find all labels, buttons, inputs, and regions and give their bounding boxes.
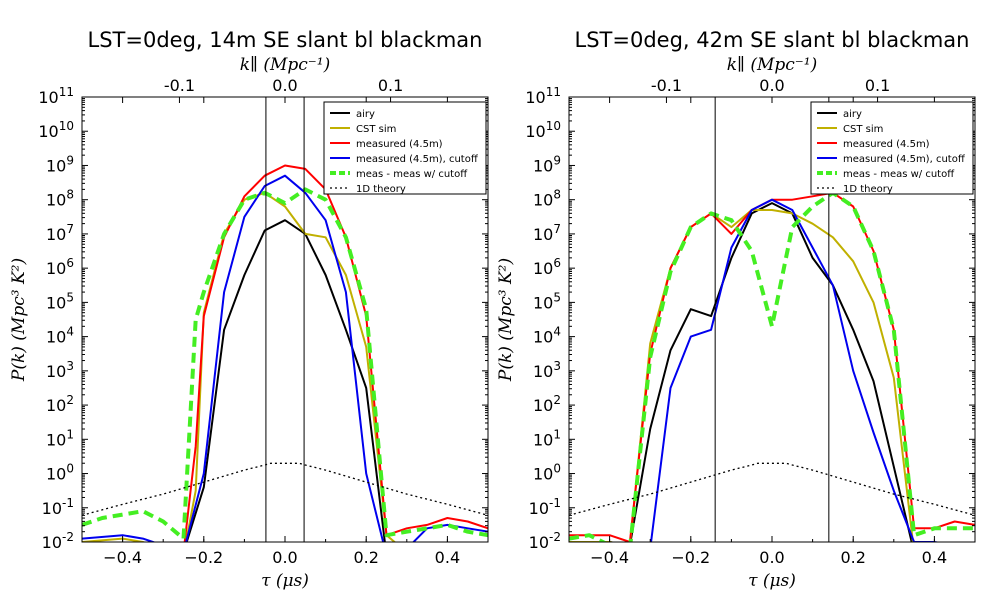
x-tick-label: 0.4 bbox=[435, 548, 460, 567]
legend-label: airy bbox=[356, 109, 375, 120]
series-line-1 bbox=[185, 219, 386, 542]
top-tick-label: 0.1 bbox=[378, 76, 403, 95]
series-line-2 bbox=[569, 209, 914, 542]
legend: airy CST sim measured (4.5m) measured (4.5m… bbox=[323, 101, 487, 195]
series-line-5 bbox=[82, 187, 488, 541]
top-tick-label: -0.1 bbox=[164, 76, 195, 95]
x-tick-label: −0.2 bbox=[184, 548, 223, 567]
y-tick-label: 103 bbox=[533, 359, 561, 381]
top-tick-label: 0.0 bbox=[272, 76, 297, 95]
x-axis-label: τ (μs) bbox=[748, 571, 796, 591]
y-tick-label: 104 bbox=[46, 325, 74, 347]
x-tick-label: 0.0 bbox=[272, 548, 297, 567]
y-axis-label: P(k) (Mpc³ K²) bbox=[9, 258, 29, 382]
y-tick-label: 107 bbox=[46, 222, 74, 244]
legend-label: meas - meas w/ cutoff bbox=[356, 169, 468, 180]
y-tick-label: 10-1 bbox=[529, 496, 561, 518]
legend-box bbox=[810, 101, 974, 195]
series-group bbox=[82, 164, 488, 542]
legend-label: 1D theory bbox=[843, 184, 893, 195]
x-axis-label: τ (μs) bbox=[261, 571, 309, 591]
legend: airy CST sim measured (4.5m) measured (4.5m… bbox=[810, 101, 974, 195]
series-line-4 bbox=[650, 198, 941, 542]
series-line-1 bbox=[569, 202, 913, 542]
series-line-6 bbox=[82, 462, 488, 516]
chart-panel-1: −0.4 −0.2 0.0 0.2 0.4 -0.1 0.0 0.1 10-2 10-1 100 10… bbox=[9, 28, 489, 591]
y-tick-label: 101 bbox=[533, 427, 561, 449]
legend-box bbox=[323, 101, 487, 195]
y-tick-label: 106 bbox=[533, 256, 561, 278]
y-tick-label: 106 bbox=[46, 256, 74, 278]
y-tick-label: 1011 bbox=[525, 85, 561, 107]
y-tick-label: 103 bbox=[46, 359, 74, 381]
chart-panel-2: −0.4 −0.2 0.0 0.2 0.4 -0.1 0.0 0.1 10-2 10-1 100 10… bbox=[496, 28, 976, 591]
y-tick-label: 102 bbox=[533, 393, 561, 415]
series-line-5 bbox=[569, 190, 975, 542]
x-tick-label: −0.4 bbox=[103, 548, 142, 567]
series-line-6 bbox=[569, 462, 975, 516]
y-tick-label: 10-2 bbox=[42, 530, 74, 552]
y-tick-label: 1010 bbox=[38, 119, 74, 141]
x-tick-label: 0.4 bbox=[922, 548, 947, 567]
series-line-2 bbox=[82, 191, 397, 542]
y-tick-label: 105 bbox=[533, 290, 561, 312]
top-axis-label: k∥ (Mpc⁻¹) bbox=[727, 55, 817, 75]
series-line-3 bbox=[569, 191, 975, 542]
x-tick-label: −0.2 bbox=[671, 548, 710, 567]
y-tick-label: 104 bbox=[533, 325, 561, 347]
top-axis-label: k∥ (Mpc⁻¹) bbox=[240, 55, 330, 75]
legend-label: measured (4.5m) bbox=[356, 139, 443, 150]
top-tick-label: 0.1 bbox=[865, 76, 890, 95]
series-group bbox=[569, 190, 975, 542]
legend-label: meas - meas w/ cutoff bbox=[843, 169, 955, 180]
x-tick-label: 0.0 bbox=[759, 548, 784, 567]
y-tick-label: 107 bbox=[533, 222, 561, 244]
y-tick-label: 108 bbox=[533, 188, 561, 210]
y-tick-label: 100 bbox=[46, 462, 74, 484]
legend-label: 1D theory bbox=[356, 184, 406, 195]
y-tick-label: 100 bbox=[533, 462, 561, 484]
x-tick-label: 0.2 bbox=[840, 548, 865, 567]
legend-label: CST sim bbox=[356, 124, 396, 135]
series-line-3 bbox=[183, 164, 488, 542]
top-tick-label: -0.1 bbox=[651, 76, 682, 95]
x-tick-label: −0.4 bbox=[590, 548, 629, 567]
y-axis-label: P(k) (Mpc³ K²) bbox=[496, 258, 516, 382]
y-tick-label: 109 bbox=[533, 153, 561, 175]
y-tick-label: 1011 bbox=[38, 85, 74, 107]
y-tick-label: 1010 bbox=[525, 119, 561, 141]
y-tick-label: 101 bbox=[46, 427, 74, 449]
x-tick-label: 0.2 bbox=[353, 548, 378, 567]
y-tick-label: 105 bbox=[46, 290, 74, 312]
y-tick-label: 10-2 bbox=[529, 530, 561, 552]
chart-title: LST=0deg, 42m SE slant bl blackman bbox=[575, 28, 970, 52]
series-line-4 bbox=[82, 174, 488, 542]
legend-label: CST sim bbox=[843, 124, 883, 135]
top-tick-label: 0.0 bbox=[759, 76, 784, 95]
y-tick-label: 109 bbox=[46, 153, 74, 175]
y-tick-label: 10-1 bbox=[42, 496, 74, 518]
chart-title: LST=0deg, 14m SE slant bl blackman bbox=[88, 28, 483, 52]
legend-label: airy bbox=[843, 109, 862, 120]
y-tick-label: 108 bbox=[46, 188, 74, 210]
y-tick-label: 102 bbox=[46, 393, 74, 415]
legend-label: measured (4.5m) bbox=[843, 139, 930, 150]
legend-label: measured (4.5m), cutoff bbox=[843, 154, 966, 165]
legend-label: measured (4.5m), cutoff bbox=[356, 154, 479, 165]
